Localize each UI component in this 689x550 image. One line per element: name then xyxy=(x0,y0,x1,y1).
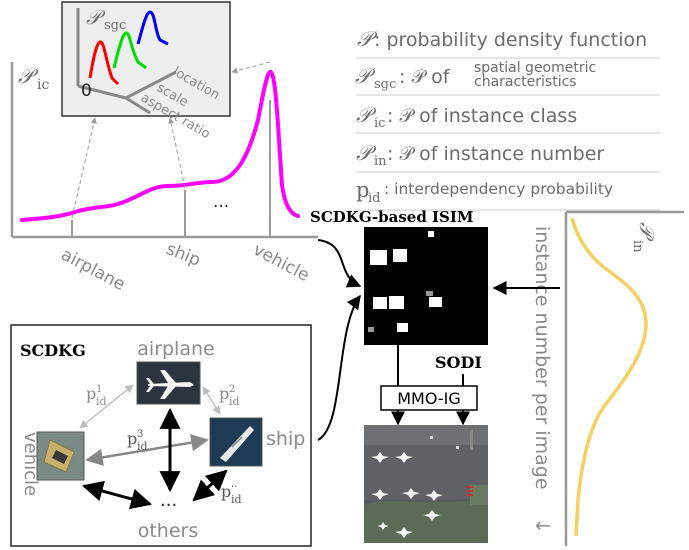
node-label-vehicle: vehicle xyxy=(20,432,41,496)
legend-text: : 𝒫 of instance class xyxy=(387,105,577,127)
category-vehicle: vehicle xyxy=(250,240,313,286)
svg-text:id: id xyxy=(137,440,148,453)
edge-label-4: p ·· id xyxy=(221,482,242,506)
legend-small-1: spatial geometric xyxy=(474,60,596,76)
pic-ylabel-sub: ic xyxy=(37,77,49,93)
dash-ship xyxy=(168,117,186,189)
legend: 𝒫 : probability density function 𝒫 sgc :… xyxy=(355,27,660,211)
dash-vehicle xyxy=(231,61,271,74)
thumb-ship xyxy=(209,417,263,467)
pin-label-symbol: 𝒫 xyxy=(635,222,659,242)
pin-label-sub: in xyxy=(630,240,645,253)
legend-item-p: 𝒫 : probability density function xyxy=(356,27,660,59)
legend-item-pid: p id : interdependency probability xyxy=(356,178,660,211)
generated-image xyxy=(364,425,488,543)
pin-axis-label: instance number per image xyxy=(531,226,553,490)
scdkg-title: SCDKG xyxy=(20,341,86,360)
sgc-origin: 0 xyxy=(81,81,92,101)
node-label-ship: ship xyxy=(266,428,305,450)
edge-airplane-ship xyxy=(202,386,221,415)
pic-ellipsis: ··· xyxy=(213,197,229,217)
sgc-axis-y xyxy=(125,96,151,115)
legend-sub: in xyxy=(374,154,387,169)
edge-label-2: p 2 id xyxy=(219,384,240,408)
isim: SCDKG-based ISIM xyxy=(310,208,488,345)
svg-text:p: p xyxy=(221,482,231,501)
svg-text:3: 3 xyxy=(137,429,143,440)
sgc-axis-x xyxy=(77,84,127,100)
pin-label: 𝒫 in xyxy=(630,222,659,253)
pic-curve xyxy=(20,69,300,222)
edge-label-3: p 3 id xyxy=(127,429,148,453)
edge-label-1: p 1 id xyxy=(86,384,107,408)
isim-map xyxy=(364,227,488,345)
scdkg-box: SCDKG airplane ship vehicle others ··· xyxy=(10,324,312,547)
svg-text:id: id xyxy=(231,493,242,506)
sgc-label-sub: sgc xyxy=(104,18,126,33)
legend-item-pic: 𝒫 ic : 𝒫 of instance class xyxy=(356,103,660,134)
svg-text:1: 1 xyxy=(96,384,102,395)
sgc-curve-blue xyxy=(136,10,169,46)
pin-curve xyxy=(570,217,648,537)
others-ellipsis: ··· xyxy=(160,495,177,516)
mmo-ig-box xyxy=(380,385,478,411)
legend-item-pin: 𝒫 in : 𝒫 of instance number xyxy=(356,141,660,173)
pin-chart: 𝒫 in instance number per image ↓ xyxy=(531,210,684,546)
legend-symbol: p xyxy=(356,178,369,202)
isim-title: SCDKG-based ISIM xyxy=(310,208,474,226)
sgc-curve-green xyxy=(112,31,147,70)
edge-ship-others xyxy=(192,469,228,502)
edge-airplane-vehicle xyxy=(79,384,134,429)
category-airplane: airplane xyxy=(58,245,129,295)
dash-airplane xyxy=(71,117,97,219)
sodi-label: SODI xyxy=(435,353,482,372)
node-label-airplane: airplane xyxy=(137,338,214,360)
edge-vehicle-ship xyxy=(85,433,209,467)
svg-text:p: p xyxy=(219,384,229,403)
svg-text:2: 2 xyxy=(229,384,235,395)
category-ship: ship xyxy=(163,239,203,271)
pin-axis-arrow: ↓ xyxy=(531,518,553,534)
svg-text:p: p xyxy=(86,384,96,403)
legend-sub: ic xyxy=(374,116,385,131)
edge-vehicle-others xyxy=(81,480,153,510)
arrow-scdkg-to-isim xyxy=(317,294,361,441)
legend-text: : 𝒫 of xyxy=(399,66,451,88)
legend-text: : interdependency probability xyxy=(384,180,613,198)
sgc-axis-z xyxy=(125,70,177,100)
legend-text: : probability density function xyxy=(374,29,647,51)
legend-item-psgc: 𝒫 sgc : 𝒫 of spatial geometric character… xyxy=(355,60,660,96)
legend-small-2: characteristics xyxy=(474,74,577,90)
svg-text:p: p xyxy=(127,429,137,448)
legend-symbol: 𝒫 xyxy=(355,64,376,88)
sgc-curve-red xyxy=(88,40,120,86)
thumb-vehicle xyxy=(36,431,85,481)
node-label-others: others xyxy=(138,520,199,542)
svg-text:id: id xyxy=(96,395,107,408)
sodi: SODI MMO-IG xyxy=(364,345,488,543)
legend-sub: id xyxy=(368,191,380,206)
sgc-box: 𝒫 sgc 0 location scale aspect ratio xyxy=(61,1,231,142)
svg-text:id: id xyxy=(229,395,240,408)
thumb-airplane xyxy=(136,361,201,405)
mmo-ig-label: MMO-IG xyxy=(397,389,461,408)
svg-text:··: ·· xyxy=(231,482,237,493)
arrow-pic-to-isim xyxy=(317,239,362,288)
pic-ylabel-symbol: 𝒫 xyxy=(18,64,39,88)
legend-text: : 𝒫 of instance number xyxy=(387,143,604,165)
legend-sub: sgc xyxy=(374,77,396,92)
